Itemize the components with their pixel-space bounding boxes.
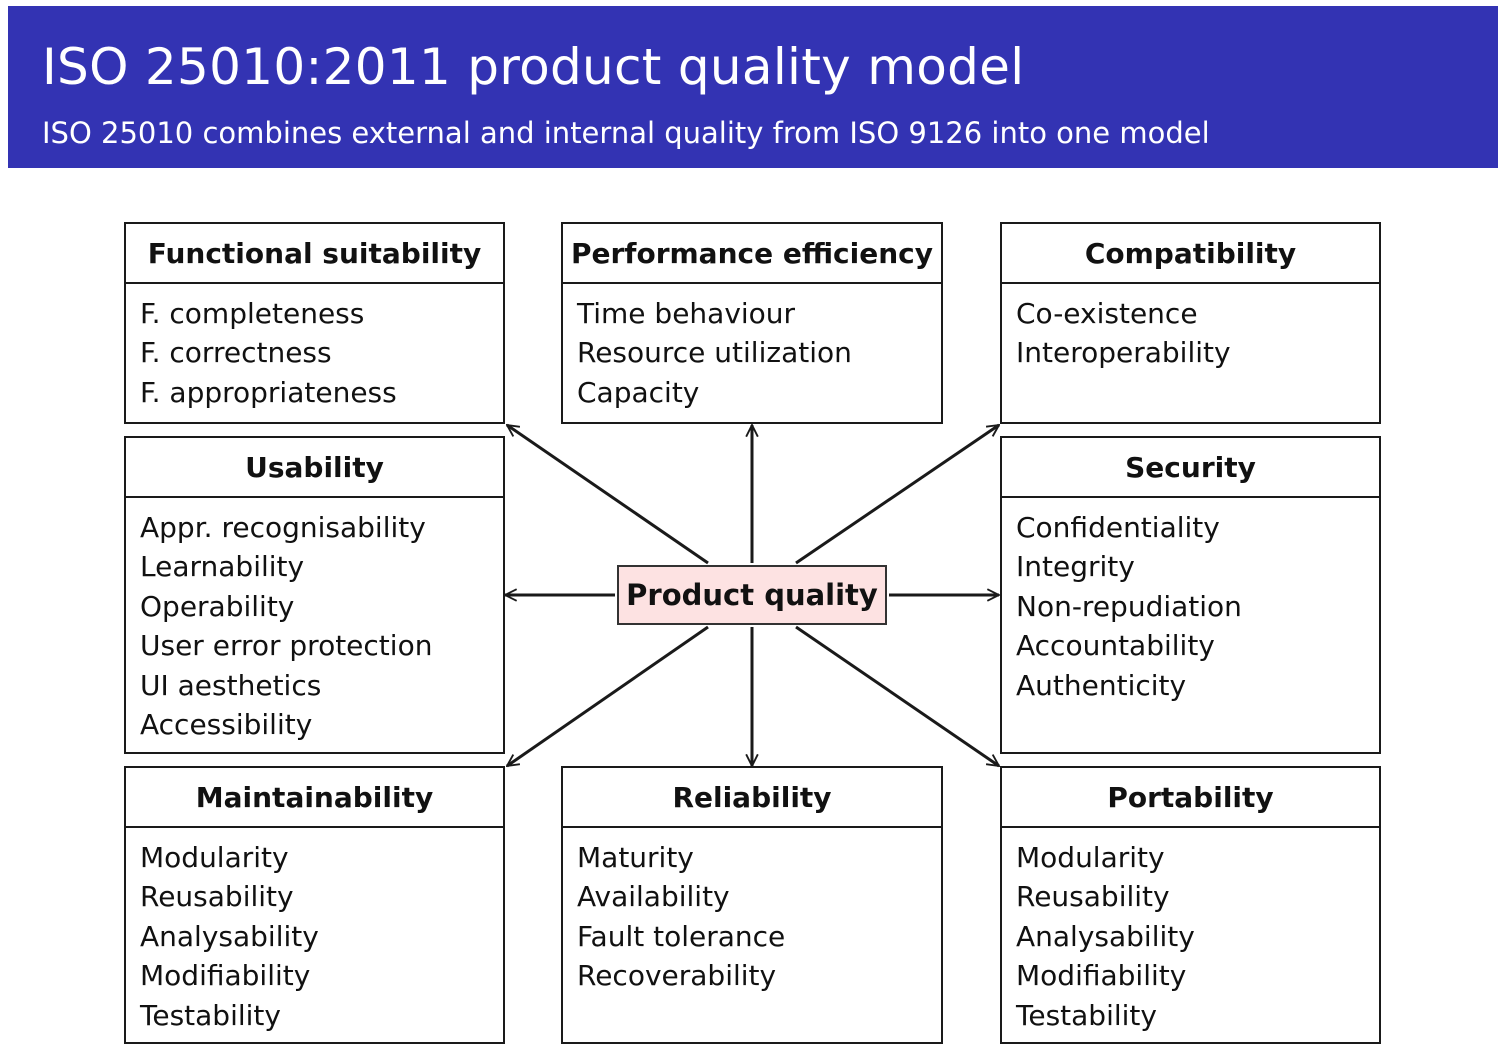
list-item: Availability <box>577 880 730 914</box>
list-item: Modifiability <box>1016 959 1187 993</box>
list-item: Operability <box>140 589 295 623</box>
list-item: Modularity <box>1016 841 1165 874</box>
list-item: Recoverability <box>577 959 777 993</box>
list-item: Analysability <box>1016 919 1195 953</box>
page-subtitle: ISO 25010 combines external and internal… <box>42 116 1210 150</box>
title-banner: ISO 25010:2011 product quality model ISO… <box>8 6 1498 168</box>
list-item: Testability <box>140 998 281 1032</box>
box-title: Maintainability <box>126 768 503 828</box>
box-portability: Portability Modularity Reusability Analy… <box>1000 766 1381 1044</box>
box-title: Security <box>1002 438 1379 498</box>
list-item: User error protection <box>140 629 433 663</box>
list-item: Fault tolerance <box>577 919 786 953</box>
product-quality-node: Product quality <box>617 565 887 625</box>
list-item: Resource utilization <box>577 336 852 370</box>
list-item: Co-existence <box>1016 297 1198 330</box>
list-item: Reusability <box>1016 880 1170 914</box>
list-item: Maturity <box>577 841 694 874</box>
arrow-to-maintainability <box>507 625 709 768</box>
box-title: Portability <box>1002 768 1379 828</box>
list-item: Accessibility <box>140 708 313 742</box>
box-maintainability: Maintainability Modularity Reusability A… <box>124 766 505 1044</box>
list-item: Analysability <box>140 919 319 953</box>
list-item: Reusability <box>140 880 294 914</box>
box-security: Security Confidentiality Integrity Non-r… <box>1000 436 1381 754</box>
list-item: Non-repudiation <box>1016 589 1242 623</box>
list-item: Interoperability <box>1016 336 1231 370</box>
list-item: UI aesthetics <box>140 668 322 702</box>
box-usability: Usability Appr. recognisability Learnabi… <box>124 436 505 754</box>
list-item: Accountability <box>1016 629 1215 663</box>
box-performance-efficiency: Performance efficiency Time behaviour Re… <box>561 222 943 424</box>
list-item: Modularity <box>140 841 289 874</box>
arrow-to-portability <box>795 625 999 768</box>
box-title: Compatibility <box>1002 224 1379 284</box>
list-item: F. completeness <box>140 297 365 330</box>
list-item: Authenticity <box>1016 668 1187 702</box>
box-reliability: Reliability Maturity Availability Fault … <box>561 766 943 1044</box>
list-item: F. correctness <box>140 336 332 370</box>
list-item: Testability <box>1016 998 1157 1032</box>
arrow-to-functional-suitability <box>507 423 709 565</box>
list-item: Learnability <box>140 550 305 584</box>
box-functional-suitability: Functional suitability F. completeness F… <box>124 222 505 424</box>
box-compatibility: Compatibility Co-existence Interoperabil… <box>1000 222 1381 424</box>
box-title: Usability <box>126 438 503 498</box>
box-title: Performance efficiency <box>563 224 941 284</box>
box-title: Functional suitability <box>126 224 503 284</box>
list-item: Time behaviour <box>577 297 796 330</box>
list-item: F. appropriateness <box>140 375 397 409</box>
box-title: Reliability <box>563 768 941 828</box>
page-title: ISO 25010:2011 product quality model <box>42 38 1025 96</box>
list-item: Confidentiality <box>1016 511 1220 544</box>
arrow-to-compatibility <box>795 423 999 565</box>
list-item: Integrity <box>1016 550 1135 584</box>
list-item: Modifiability <box>140 959 311 993</box>
list-item: Appr. recognisability <box>140 511 426 544</box>
list-item: Capacity <box>577 375 700 409</box>
